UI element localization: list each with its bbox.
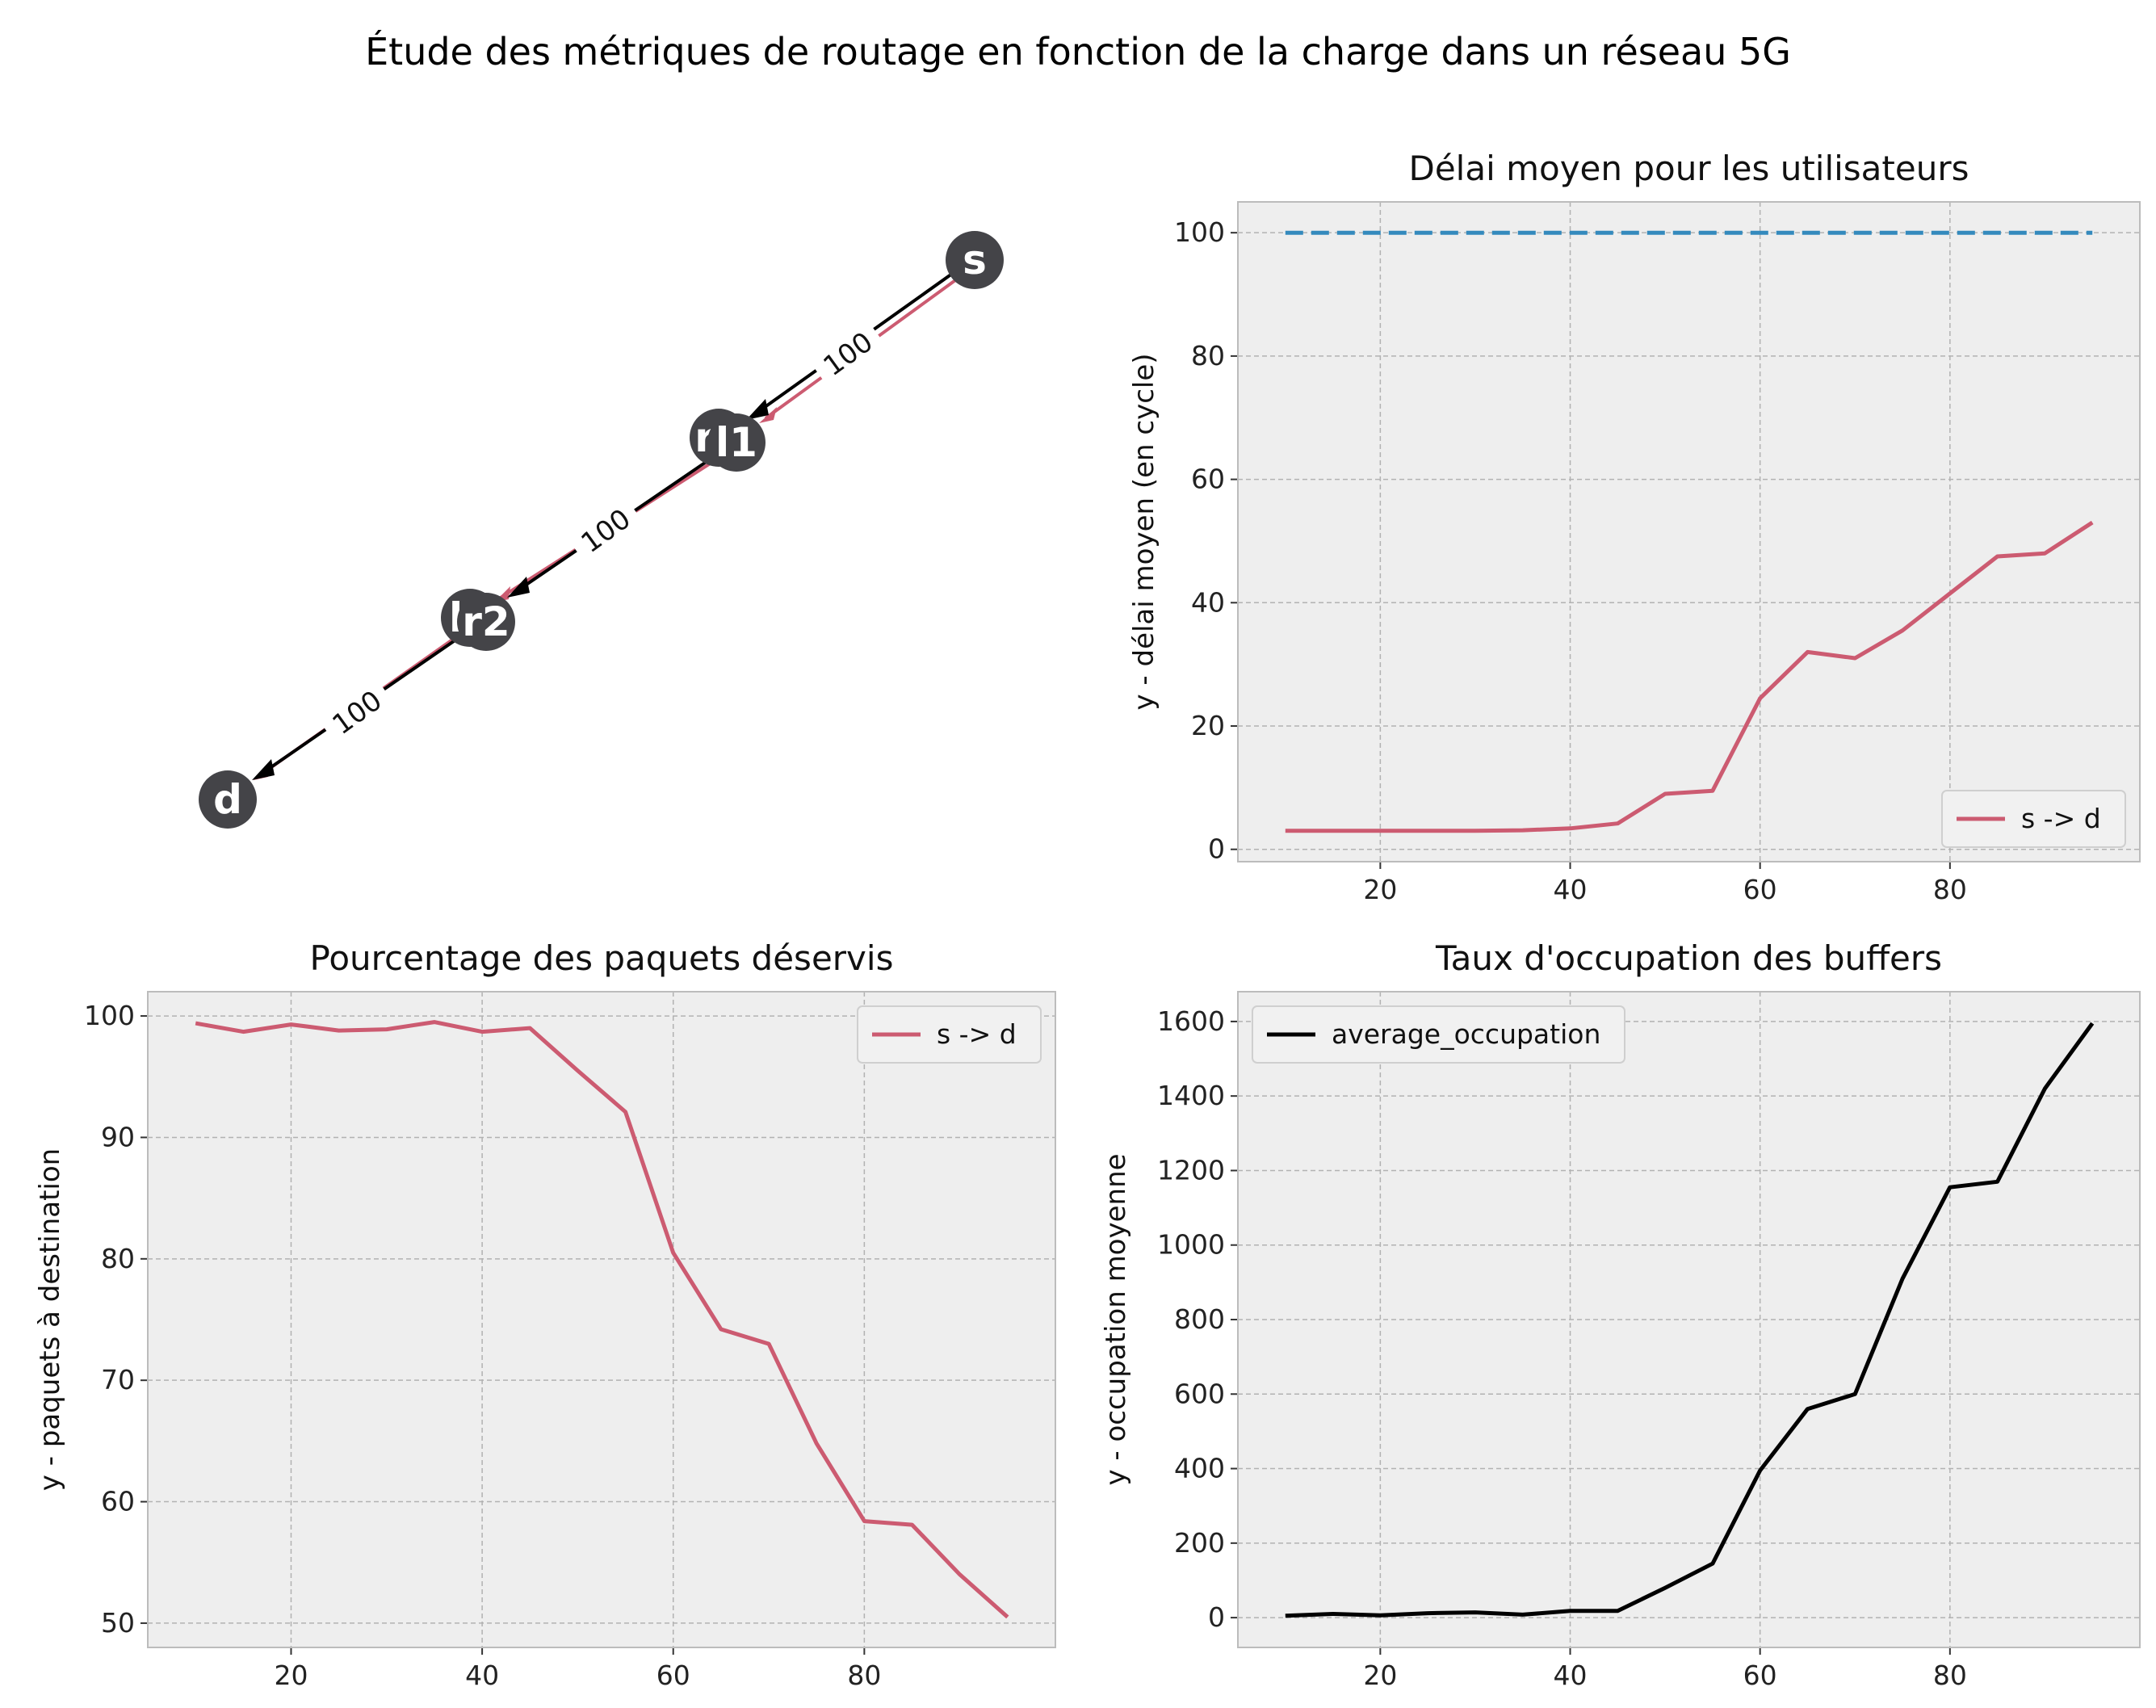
legend-label: s -> d [2021,803,2101,834]
plot-frame [147,991,1056,1648]
node-r2 [457,593,515,651]
node-label-l1: l1 [715,419,757,466]
node-label-s: s [963,237,987,283]
y-tick-label: 70 [101,1364,135,1395]
plot-area [1238,992,2140,1647]
y-axis-label: y - délai moyen (en cycle) [1128,353,1160,710]
node-d [199,770,257,829]
y-tick-label: 40 [1191,586,1225,618]
series-line-s-d [1285,520,2094,833]
y-tick-label: 600 [1174,1378,1225,1409]
legend-box [857,1005,1042,1064]
legend-label: s -> d [937,1018,1017,1050]
y-tick-label: 80 [101,1243,135,1274]
x-tick-label: 60 [656,1660,690,1691]
y-tick-label: 90 [101,1121,135,1152]
series-line-average-occupation [1285,1022,2095,1618]
series-line-s-d [195,1020,1009,1619]
node-label-d: d [213,776,242,823]
y-tick-label: 0 [1208,1601,1225,1633]
legend: s -> d [1941,790,2126,848]
y-axis-label: y - occupation moyenne [1100,1153,1132,1485]
y-tick-label: 400 [1174,1453,1225,1484]
x-tick-label: 80 [1933,874,1967,905]
x-tick-label: 40 [1554,874,1588,905]
y-tick-label: 50 [101,1607,135,1639]
network-diagram: 100100100sr1l1l2r2d [199,231,1004,829]
edge-label-bg [564,493,647,569]
plot-area [148,992,1055,1647]
node-label-r2: r2 [462,598,510,645]
plot-frame [1237,991,2141,1648]
x-tick-label: 80 [1933,1660,1967,1691]
plot-area [1238,202,2140,862]
legend: average_occupation [1252,1005,1625,1064]
x-tick-label: 20 [274,1660,308,1691]
edge-label-bg [316,674,398,750]
legend-box [1941,790,2126,848]
y-tick-label: 80 [1191,340,1225,371]
legend-box [1252,1005,1625,1064]
x-tick-label: 80 [847,1660,881,1691]
chart-title: Pourcentage des paquets déservis [310,938,894,978]
y-axis-label: y - paquets à destination [34,1148,66,1491]
node-s [946,231,1004,289]
x-tick-label: 60 [1743,874,1777,905]
y-tick-label: 100 [84,1000,135,1031]
y-tick-label: 0 [1208,833,1225,865]
x-tick-label: 40 [1554,1660,1588,1691]
x-tick-label: 20 [1363,1660,1397,1691]
legend: s -> d [857,1005,1042,1064]
delivered-packets-chart: 20 40 60 80 50 60 70 80 90 100 Pourcentage des paq… [34,938,1056,1691]
figure-title: Étude des métriques de routage en foncti… [365,30,1791,73]
arrowhead [746,399,769,420]
chart-title: Taux d'occupation des buffers [1435,938,1942,978]
x-tick-label: 40 [465,1660,499,1691]
arrowhead [507,577,530,598]
buffer-occupation-chart: 20 40 60 8002004006008001000120014001600Tau… [1100,938,2141,1691]
node-l1 [707,413,766,472]
y-tick-label: 1400 [1157,1080,1225,1111]
delay-chart: 20 40 60 80 0 20 40 60 80 100 Délai moyen pour les… [1128,149,2141,905]
y-tick-label: 1200 [1157,1154,1225,1186]
plot-frame [1237,201,2141,862]
x-tick-label: 20 [1363,874,1397,905]
y-tick-label: 60 [101,1486,135,1517]
edge-label-bg [807,316,889,392]
y-tick-label: 200 [1174,1527,1225,1559]
arrowhead [252,759,275,780]
y-tick-label: 20 [1191,710,1225,741]
legend-label: average_occupation [1332,1018,1600,1050]
y-tick-label: 1600 [1157,1005,1225,1037]
y-tick-label: 100 [1174,216,1225,248]
y-tick-label: 1000 [1157,1229,1225,1261]
chart-title: Délai moyen pour les utilisateurs [1408,149,1969,188]
y-tick-label: 800 [1174,1303,1225,1335]
y-tick-label: 60 [1191,464,1225,495]
x-tick-label: 60 [1743,1660,1777,1691]
